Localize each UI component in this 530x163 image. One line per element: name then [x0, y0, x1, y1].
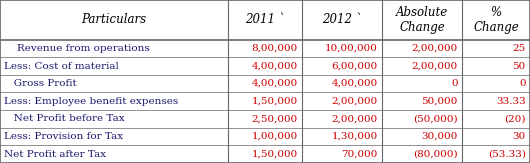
Text: (53.33): (53.33) — [488, 150, 526, 159]
Text: 50,000: 50,000 — [421, 97, 458, 106]
Text: 25: 25 — [513, 44, 526, 53]
Text: 2,50,000: 2,50,000 — [252, 114, 298, 123]
Text: 2,00,000: 2,00,000 — [331, 114, 378, 123]
Text: 33.33: 33.33 — [496, 97, 526, 106]
Text: 1,50,000: 1,50,000 — [252, 97, 298, 106]
Text: Less: Cost of material: Less: Cost of material — [4, 61, 119, 71]
Text: 0: 0 — [451, 79, 458, 88]
Text: 4,00,000: 4,00,000 — [331, 79, 378, 88]
Text: 6,00,000: 6,00,000 — [331, 61, 378, 71]
Text: 1,00,000: 1,00,000 — [252, 132, 298, 141]
Text: (80,000): (80,000) — [413, 150, 458, 159]
Text: 30: 30 — [513, 132, 526, 141]
Text: 70,000: 70,000 — [341, 150, 378, 159]
Text: 2,00,000: 2,00,000 — [331, 97, 378, 106]
Text: %
Change: % Change — [473, 6, 519, 34]
Text: Net Profit before Tax: Net Profit before Tax — [4, 114, 125, 123]
Text: Revenue from operations: Revenue from operations — [4, 44, 150, 53]
Text: 2,00,000: 2,00,000 — [411, 61, 458, 71]
Text: 4,00,000: 4,00,000 — [252, 79, 298, 88]
Text: 0: 0 — [519, 79, 526, 88]
Text: Less: Employee benefit expenses: Less: Employee benefit expenses — [4, 97, 179, 106]
Text: 50: 50 — [513, 61, 526, 71]
Text: Absolute
Change: Absolute Change — [396, 6, 448, 34]
Text: 2011 `: 2011 ` — [245, 13, 285, 26]
Text: 2012 `: 2012 ` — [322, 13, 362, 26]
Text: Net Profit after Tax: Net Profit after Tax — [4, 150, 107, 159]
Text: Gross Profit: Gross Profit — [4, 79, 77, 88]
Text: 4,00,000: 4,00,000 — [252, 61, 298, 71]
Text: Less: Provision for Tax: Less: Provision for Tax — [4, 132, 123, 141]
Text: (20): (20) — [504, 114, 526, 123]
Text: 30,000: 30,000 — [421, 132, 458, 141]
Text: 1,30,000: 1,30,000 — [331, 132, 378, 141]
Text: 1,50,000: 1,50,000 — [252, 150, 298, 159]
Text: (50,000): (50,000) — [413, 114, 458, 123]
Text: 2,00,000: 2,00,000 — [411, 44, 458, 53]
Text: 8,00,000: 8,00,000 — [252, 44, 298, 53]
Text: Particulars: Particulars — [82, 13, 147, 26]
Text: 10,00,000: 10,00,000 — [325, 44, 378, 53]
